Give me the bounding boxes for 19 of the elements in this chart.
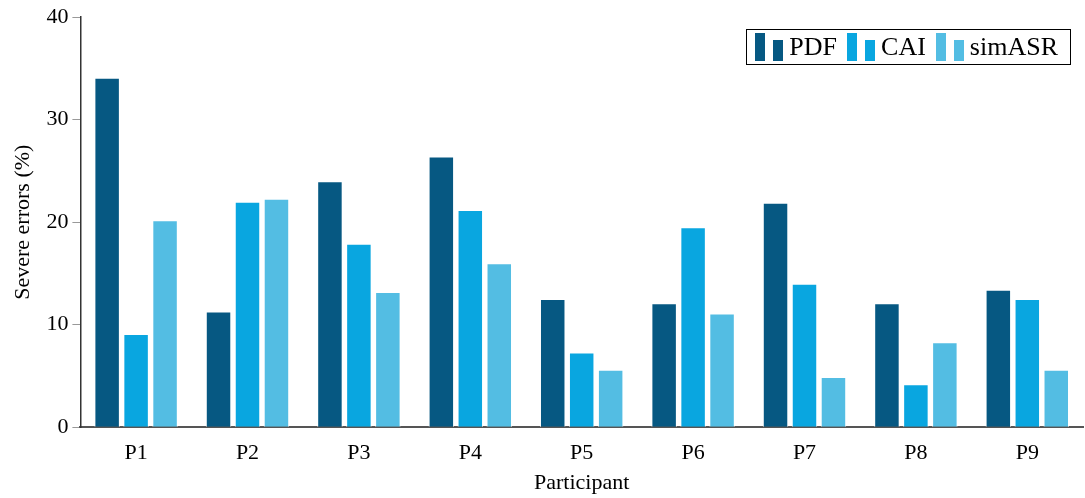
x-tick-label: P4 [458,439,482,465]
y-tick-label: 40 [46,2,69,28]
y-tick-label: 30 [46,105,69,131]
x-tick-label: P9 [1015,439,1039,465]
y-tick-label: 10 [46,310,69,336]
x-tick-label: P6 [681,439,705,465]
y-axis-title: Severe errors (%) [8,144,34,300]
x-tick-label: P8 [904,439,928,465]
x-tick-label: P7 [792,439,817,465]
x-tick-label: P1 [124,439,148,465]
x-tick-label: P3 [347,439,371,465]
legend-label: simASR [969,32,1058,63]
y-tick-label: 20 [46,207,69,233]
x-axis-title: Participant [534,468,630,494]
x-tick-label: P5 [570,439,594,465]
y-tick-label: 0 [57,412,69,438]
legend-label: CAI [881,32,926,63]
legend-label: PDF [789,32,838,63]
x-tick-label: P2 [235,439,260,465]
